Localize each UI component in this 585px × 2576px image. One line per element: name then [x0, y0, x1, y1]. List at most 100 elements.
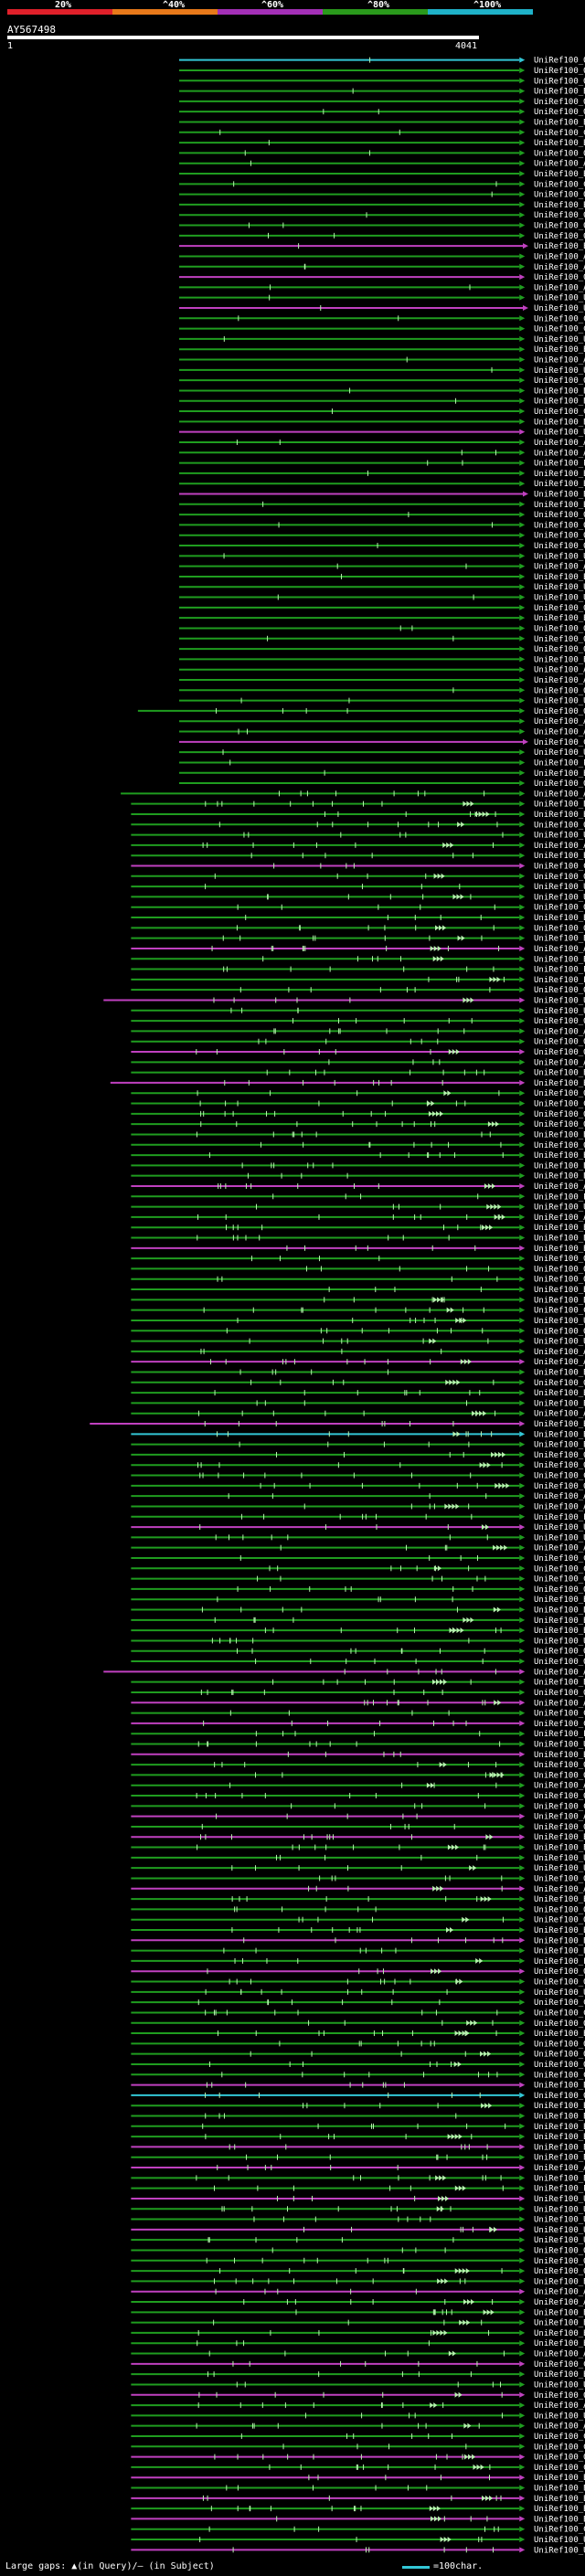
hit-label[interactable]: UniRef100_A6HZ72 — [534, 945, 585, 954]
hit-row[interactable]: UniRef100_Q1UPS1 — [131, 1048, 585, 1057]
hit-label[interactable]: UniRef100_UPI000... — [534, 2546, 585, 2555]
hit-label[interactable]: UniRef100_Q8LK13 — [534, 67, 585, 76]
hit-label[interactable]: UniRef100_UPI000... — [534, 832, 585, 841]
hit-row[interactable]: UniRef100_C7QGC5 — [131, 1554, 585, 1564]
hit-label[interactable]: UniRef100_UPI000... — [534, 429, 585, 438]
hit-label[interactable]: UniRef100_Q9XB57 — [534, 2092, 585, 2101]
hit-row[interactable]: UniRef100_Q5C4P5 — [131, 2051, 585, 2060]
hit-row[interactable]: UniRef100_UPI000... — [131, 2546, 585, 2555]
hit-label[interactable]: UniRef100_Q3HTK2 — [534, 1120, 585, 1129]
hit-row[interactable]: UniRef100_A7Q119 — [131, 1492, 585, 1501]
hit-row[interactable]: UniRef100_UPI000... — [179, 366, 585, 376]
hit-label[interactable]: UniRef100_Q2QYW2 — [534, 2454, 585, 2463]
hit-label[interactable]: UniRef100_Q7VEJ9 — [534, 1089, 585, 1098]
hit-row[interactable]: UniRef100_B4PWI2 — [131, 1844, 585, 1853]
hit-row[interactable]: UniRef100_B7Q768 — [131, 2123, 585, 2132]
hit-label[interactable]: UniRef100_UPI000... — [534, 1007, 585, 1016]
hit-label[interactable]: UniRef100_Q0Q187 — [534, 1792, 585, 1801]
hit-row[interactable]: UniRef100_UPI000... — [131, 832, 585, 841]
hit-row[interactable]: UniRef100_A8IBY2 — [179, 160, 585, 169]
hit-label[interactable]: UniRef100_UPI000... — [534, 552, 585, 561]
hit-label[interactable]: UniRef100_B7PE98 — [534, 1926, 585, 1935]
hit-label[interactable]: UniRef100_A4SH52 — [534, 1782, 585, 1791]
hit-row[interactable]: UniRef100_Q9LUI1 — [131, 1038, 585, 1047]
hit-label[interactable]: UniRef100_C7QGC5 — [534, 1554, 585, 1564]
hit-label[interactable]: UniRef100_Q9L1Z3 — [534, 1967, 585, 1977]
hit-row[interactable]: UniRef100_B7Q3U3 — [179, 418, 585, 427]
hit-row[interactable]: UniRef100_B7QFW8 — [179, 387, 585, 396]
hit-label[interactable]: UniRef100_Q4I518 — [534, 924, 585, 933]
hit-label[interactable]: UniRef100_B6VA25 — [534, 1224, 585, 1233]
hit-row[interactable]: UniRef100_B7PRY1 — [179, 480, 585, 489]
hit-row[interactable]: UniRef100_C5Y5H9 — [179, 180, 585, 189]
hit-label[interactable]: UniRef100_B9R282 — [534, 614, 585, 623]
hit-label[interactable]: UniRef100_C5FXC8 — [534, 2464, 585, 2473]
hit-label[interactable]: UniRef100_C1E1E9 — [534, 408, 585, 417]
hit-label[interactable]: UniRef100_UPI000... — [534, 1988, 585, 1998]
hit-label[interactable]: UniRef100_Q3KTL0 — [534, 542, 585, 551]
hit-row[interactable]: UniRef100_Q3KTK5 — [179, 635, 585, 644]
hit-row[interactable]: UniRef100_B6QG71 — [131, 1751, 585, 1760]
hit-label[interactable]: UniRef100_Q6EC19 — [534, 2246, 585, 2255]
hit-label[interactable]: UniRef100_B9H267 — [534, 1895, 585, 1904]
hit-label[interactable]: UniRef100_B7PCR0 — [534, 2319, 585, 2328]
hit-label[interactable]: UniRef100_A5CB37 — [534, 1668, 585, 1677]
hit-row[interactable]: UniRef100_UPI000... — [103, 996, 585, 1005]
hit-label[interactable]: UniRef100_B7PRY1 — [534, 480, 585, 489]
hit-row[interactable]: UniRef100_Q3KTL0 — [179, 542, 585, 551]
hit-row[interactable]: UniRef100_B4LM28 — [131, 1430, 585, 1439]
hit-row[interactable]: UniRef100_UPI000... — [131, 1854, 585, 1863]
hit-row[interactable]: UniRef100_C5YTP4 — [131, 1472, 585, 1481]
hit-row[interactable]: UniRef100_A7EC48 — [179, 449, 585, 458]
hit-row[interactable]: UniRef100_B6QTR5 — [131, 2474, 585, 2483]
hit-label[interactable]: UniRef100_C1MQ27 — [534, 325, 585, 334]
hit-row[interactable]: UniRef100_B7PC5L — [131, 2505, 585, 2514]
hit-row[interactable]: UniRef100_B4F9Y2 — [131, 935, 585, 944]
hit-row[interactable]: UniRef100_P27484 — [131, 1193, 585, 1202]
hit-row[interactable]: UniRef100_Q59977 — [131, 1482, 585, 1491]
hit-label[interactable]: UniRef100_A7HYU5 — [534, 1058, 585, 1067]
hit-row[interactable]: UniRef100_Q6BYG2 — [131, 1327, 585, 1336]
hit-label[interactable]: UniRef100_A9UKC9 — [534, 2164, 585, 2173]
hit-row[interactable]: UniRef100_C5YSY6 — [131, 2433, 585, 2442]
hit-row[interactable]: UniRef100_Q5TU53 — [131, 1823, 585, 1832]
hit-label[interactable]: UniRef100_Q99070 — [534, 1978, 585, 1988]
hit-label[interactable]: UniRef100_UPI000... — [534, 583, 585, 592]
hit-label[interactable]: UniRef100_Q5SB81 — [534, 521, 585, 530]
hit-label[interactable]: UniRef100_UPI000... — [534, 1740, 585, 1749]
hit-row[interactable]: UniRef100_B4G2E7 — [131, 1172, 585, 1182]
hit-label[interactable]: UniRef100_UPI000... — [534, 1854, 585, 1863]
hit-row[interactable]: UniRef100_A4SH52 — [131, 1782, 585, 1791]
hit-row[interactable]: UniRef100_A4RMF1 — [179, 356, 585, 366]
hit-label[interactable]: UniRef100_Q01QB7 — [534, 1761, 585, 1770]
hit-row[interactable]: UniRef100_A7PW15 — [179, 728, 585, 737]
hit-row[interactable]: UniRef100_P93797 — [179, 758, 585, 768]
hit-label[interactable]: UniRef100_B4R7A2 — [534, 1833, 585, 1842]
hit-row[interactable]: UniRef100_Q9SMM4 — [131, 1905, 585, 1914]
hit-label[interactable]: UniRef100_Q75HU0 — [534, 108, 585, 117]
hit-row[interactable]: UniRef100_A3B9L1 — [131, 1885, 585, 1894]
hit-label[interactable]: UniRef100_B4G2E7 — [534, 1172, 585, 1182]
hit-label[interactable]: UniRef100_A7Q8X3 — [534, 439, 585, 448]
hit-label[interactable]: UniRef100_C5X6C6 — [534, 1564, 585, 1574]
hit-row[interactable]: UniRef100_Q9M2F9 — [179, 77, 585, 86]
hit-label[interactable]: UniRef100_B4F9Y2 — [534, 935, 585, 944]
hit-label[interactable]: UniRef100_UPI000... — [534, 1637, 585, 1646]
hit-label[interactable]: UniRef100_B7QFW8 — [534, 387, 585, 396]
hit-row[interactable]: UniRef100_B9G792 — [179, 118, 585, 127]
hit-label[interactable]: UniRef100_A9TJC5 — [534, 1813, 585, 1822]
hit-row[interactable]: UniRef100_Q4K2B5 — [131, 1017, 585, 1026]
hit-row[interactable]: UniRef100_B7P710 — [131, 2082, 585, 2091]
hit-row[interactable]: UniRef100_UPI000... — [131, 1533, 585, 1542]
hit-row[interactable]: UniRef100_B7PS71 — [131, 1679, 585, 1688]
hit-label[interactable]: UniRef100_UPI000... — [534, 1864, 585, 1873]
hit-label[interactable]: UniRef100_B9R8D2 — [534, 1389, 585, 1398]
hit-label[interactable]: UniRef100_B5DWX2 — [534, 2515, 585, 2524]
hit-label[interactable]: UniRef100_Q70133 — [534, 986, 585, 995]
hit-row[interactable]: UniRef100_Q01QB7 — [131, 1761, 585, 1770]
hit-row[interactable]: UniRef100_Q9DVW0 — [131, 2391, 585, 2401]
hit-row[interactable]: UniRef100_Q0AGN8 — [131, 1771, 585, 1780]
hit-row[interactable]: UniRef100_C3MC83 — [131, 1100, 585, 1109]
hit-label[interactable]: UniRef100_B7QC44 — [534, 811, 585, 820]
hit-row[interactable]: UniRef100_UPI000... — [131, 1203, 585, 1213]
